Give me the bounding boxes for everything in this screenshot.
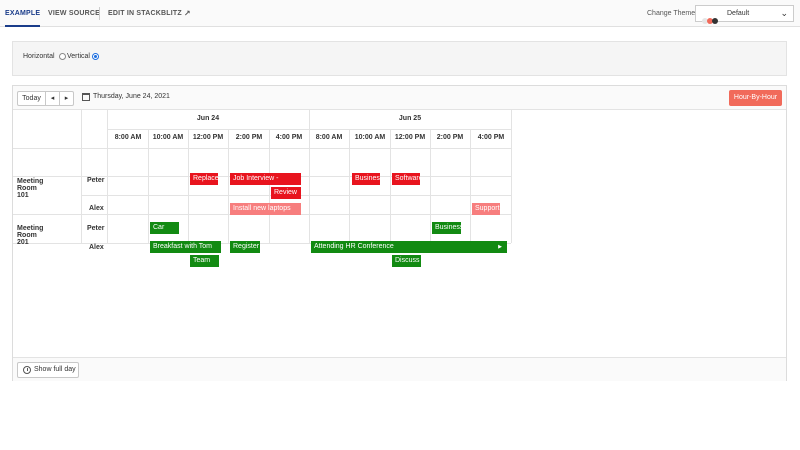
- theme-select[interactable]: Default ⌄: [695, 5, 794, 24]
- time-header: 10:00 AM: [152, 134, 184, 141]
- event-business-green[interactable]: Business: [432, 222, 461, 234]
- time-header: 4:00 PM: [275, 134, 303, 141]
- hour-by-hour-button[interactable]: Hour-By-Hour: [729, 90, 782, 106]
- event-attending-hr-conference[interactable]: Attending HR Conference ▶: [311, 241, 507, 253]
- external-link-icon: ↗: [183, 9, 191, 18]
- resource-person-peter: Peter: [87, 177, 105, 184]
- event-review[interactable]: Review: [271, 187, 301, 199]
- scheduler: Today ◂ ▸ Thursday, June 24, 2021 Hour-B…: [12, 85, 787, 381]
- event-register[interactable]: Register: [230, 241, 260, 253]
- event-job-interview[interactable]: Job Interview -: [230, 173, 301, 185]
- calendar-icon[interactable]: [82, 93, 90, 101]
- date-header-jun-25: Jun 25: [398, 115, 422, 122]
- scheduler-footer: Show full day: [13, 357, 786, 381]
- resource-person-alex: Alex: [89, 205, 104, 212]
- prev-button[interactable]: ◂: [45, 91, 60, 106]
- event-software[interactable]: Software: [392, 173, 420, 185]
- continues-right-icon: ▶: [498, 244, 502, 250]
- today-button[interactable]: Today: [17, 91, 46, 106]
- time-header: 8:00 AM: [315, 134, 343, 141]
- chevron-down-icon: ⌄: [780, 8, 788, 18]
- show-full-day-label: Show full day: [34, 366, 76, 373]
- orientation-panel: Horizontal Vertical: [12, 41, 787, 76]
- change-theme-label: Change Theme:: [647, 10, 698, 17]
- event-car[interactable]: Car: [150, 222, 179, 234]
- orientation-horizontal-label: Horizontal: [23, 53, 55, 60]
- radio-vertical[interactable]: [92, 53, 99, 60]
- event-discuss[interactable]: Discuss: [392, 255, 421, 267]
- show-full-day-button[interactable]: Show full day: [17, 362, 79, 378]
- event-team[interactable]: Team: [190, 255, 219, 267]
- event-breakfast-with-tom[interactable]: Breakfast with Tom: [150, 241, 221, 253]
- resource-room-201: Meeting Room 201: [17, 225, 44, 246]
- date-header-jun-24: Jun 24: [196, 115, 220, 122]
- tab-example[interactable]: EXAMPLE: [5, 0, 41, 27]
- scheduler-toolbar: Today ◂ ▸ Thursday, June 24, 2021 Hour-B…: [13, 86, 786, 110]
- theme-swatch: [702, 11, 718, 29]
- event-replace[interactable]: Replace: [190, 173, 218, 185]
- next-button[interactable]: ▸: [59, 91, 74, 106]
- radio-horizontal[interactable]: [59, 53, 66, 60]
- tab-divider: [99, 7, 100, 20]
- time-header: 4:00 PM: [477, 134, 505, 141]
- time-header: 2:00 PM: [235, 134, 263, 141]
- top-bar: EXAMPLE VIEW SOURCE EDIT IN STACKBLITZ ↗ …: [0, 0, 800, 27]
- orientation-vertical-label: Vertical: [67, 53, 90, 60]
- time-header: 10:00 AM: [354, 134, 386, 141]
- tab-edit-in-stackblitz[interactable]: EDIT IN STACKBLITZ ↗: [108, 0, 191, 27]
- event-support[interactable]: Support: [472, 203, 500, 215]
- time-header: 2:00 PM: [436, 134, 464, 141]
- resource-room-101: Meeting Room 101: [17, 178, 44, 199]
- tab-view-source[interactable]: VIEW SOURCE: [48, 10, 100, 17]
- event-attending-hr-conference-label: Attending HR Conference: [314, 243, 394, 250]
- event-install-new-laptops[interactable]: Install new laptops: [230, 203, 301, 215]
- time-header: 12:00 PM: [394, 134, 426, 141]
- time-header: 12:00 PM: [192, 134, 224, 141]
- resource-person-peter: Peter: [87, 225, 105, 232]
- time-header: 8:00 AM: [114, 134, 142, 141]
- tab-edit-label: EDIT IN STACKBLITZ: [108, 10, 182, 17]
- clock-icon: [23, 366, 31, 374]
- event-business-jun25[interactable]: Business: [352, 173, 380, 185]
- theme-value: Default: [727, 10, 750, 17]
- resource-person-alex: Alex: [89, 244, 104, 251]
- current-date[interactable]: Thursday, June 24, 2021: [93, 93, 170, 100]
